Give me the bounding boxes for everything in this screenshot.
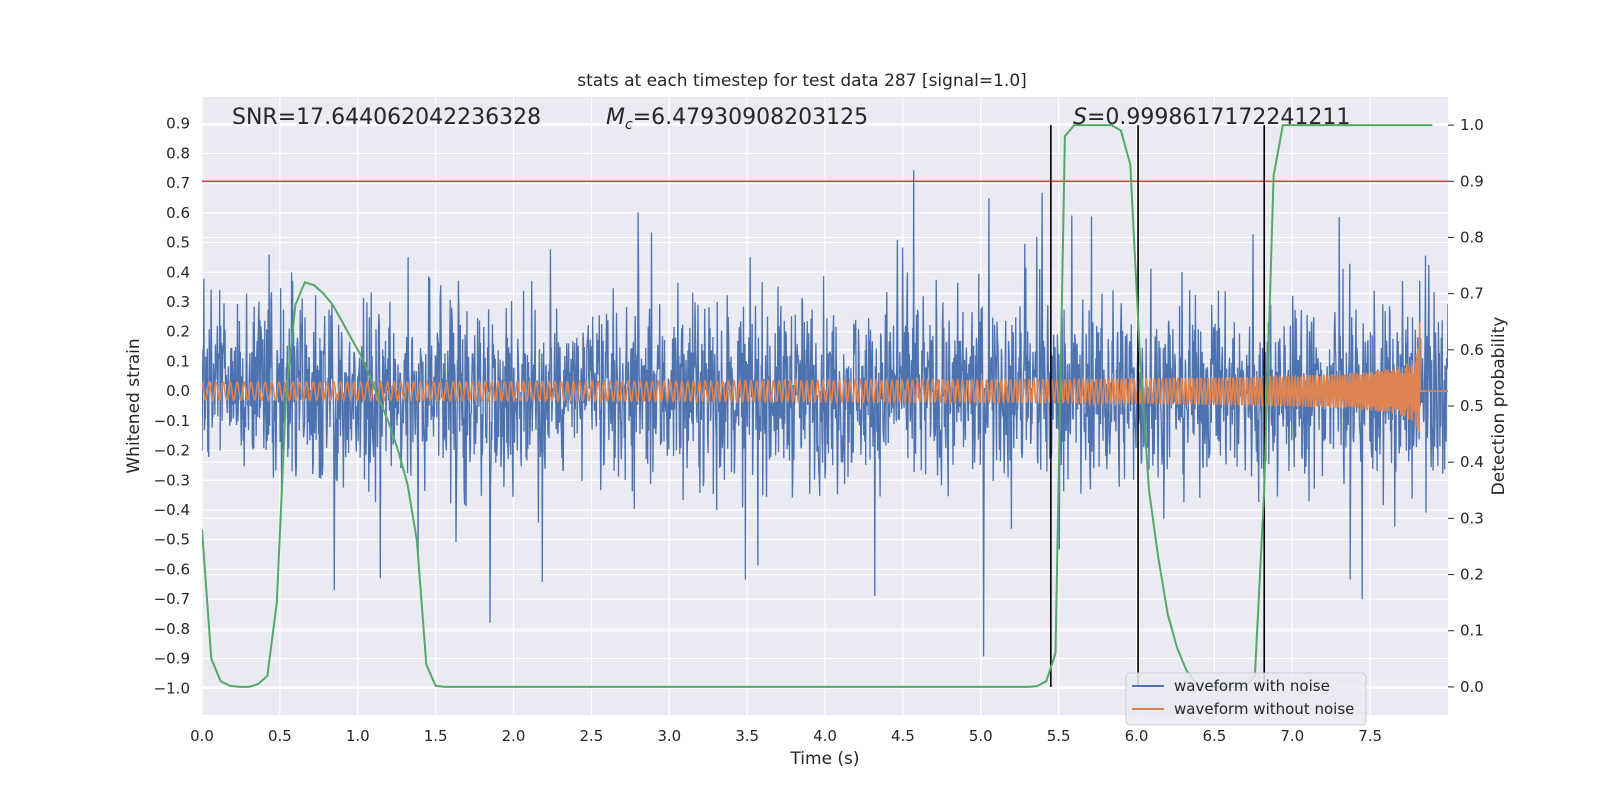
x-tick-label: 2.0 (502, 727, 526, 745)
x-tick-label: 0.0 (190, 727, 214, 745)
x-tick-label: 3.0 (657, 727, 681, 745)
right-tick-label: 0.1 (1460, 622, 1484, 640)
chart-title: stats at each timestep for test data 287… (577, 71, 1027, 91)
x-tick-label: 6.5 (1202, 727, 1226, 745)
right-tick-label: 0.9 (1460, 172, 1484, 190)
x-tick-label: 2.5 (579, 727, 603, 745)
y-tick-label: −0.2 (154, 442, 190, 460)
x-tick-label: 5.5 (1047, 727, 1071, 745)
y-tick-label: −0.5 (154, 531, 190, 549)
right-tick-label: 0.2 (1460, 566, 1484, 584)
y-tick-label: −0.4 (154, 501, 190, 519)
x-tick-label: 1.0 (346, 727, 370, 745)
y-tick-label: 0.6 (166, 204, 190, 222)
right-tick-label: 0.8 (1460, 228, 1484, 246)
y-tick-label: 0.1 (166, 352, 190, 370)
legend-entry-noise: waveform with noise (1174, 677, 1330, 695)
y-tick-label: −0.3 (154, 471, 190, 489)
chirp-mass-annotation: Mc=6.47930908203125 (606, 105, 868, 133)
y-axis-label: Whitened strain (124, 338, 144, 473)
y-tick-label: −0.8 (154, 620, 190, 638)
x-axis-label: Time (s) (789, 749, 859, 769)
y-tick-label: −0.7 (154, 590, 190, 608)
x-tick-label: 0.5 (268, 727, 292, 745)
y-tick-label: 0.8 (166, 144, 190, 162)
chirp-mass-value: =6.47930908203125 (633, 105, 868, 130)
legend-entry-clean: waveform without noise (1174, 700, 1354, 718)
chirp-mass-subscript: c (625, 117, 633, 133)
s-annotation: S=0.9998617172241211 (1073, 105, 1350, 130)
s-symbol: S (1073, 105, 1087, 130)
right-tick-label: 0.4 (1460, 453, 1484, 471)
y-tick-label: −1.0 (154, 679, 190, 697)
right-axis-label: Detection probability (1489, 317, 1509, 496)
s-value: =0.9998617172241211 (1087, 105, 1350, 130)
y-tick-label: 0.9 (166, 115, 190, 133)
right-tick-label: 0.6 (1460, 341, 1484, 359)
x-tick-label: 4.0 (813, 727, 837, 745)
snr-annotation: SNR=17.644062042236328 (232, 105, 541, 130)
x-tick-label: 3.5 (735, 727, 759, 745)
y-tick-label: 0.7 (166, 174, 190, 192)
right-tick-label: 0.3 (1460, 509, 1484, 527)
y-tick-label: 0.0 (166, 382, 190, 400)
right-tick-label: 0.0 (1460, 678, 1484, 696)
y-tick-label: 0.5 (166, 234, 190, 252)
y-tick-label: −0.1 (154, 412, 190, 430)
chirp-mass-symbol: M (606, 105, 625, 130)
right-tick-label: 1.0 (1460, 116, 1484, 134)
waveform-without-noise-line (202, 321, 1448, 432)
y-tick-label: −0.9 (154, 650, 190, 668)
y-tick-label: −0.6 (154, 560, 190, 578)
x-axis-ticks: 0.0 0.5 1.0 1.5 2.0 2.5 3.0 3.5 4.0 4.5 5.0 5.5 6.0 6… (190, 727, 1382, 745)
right-axis-ticks: 1.0 0.9 0.8 0.7 0.6 0.5 0.4 0.3 0.2 0.1 0.0 (1448, 116, 1484, 696)
x-tick-label: 4.5 (891, 727, 915, 745)
right-tick-label: 0.5 (1460, 397, 1484, 415)
legend: waveform with noise waveform without noi… (1125, 672, 1367, 726)
x-tick-label: 7.0 (1280, 727, 1304, 745)
right-tick-label: 0.7 (1460, 285, 1484, 303)
y-tick-label: 0.4 (166, 263, 190, 281)
y-tick-label: 0.2 (166, 323, 190, 341)
x-tick-label: 7.5 (1358, 727, 1382, 745)
y-tick-label: 0.3 (166, 293, 190, 311)
x-tick-label: 6.0 (1125, 727, 1149, 745)
x-tick-label: 1.5 (424, 727, 448, 745)
x-tick-label: 5.0 (969, 727, 993, 745)
y-axis-ticks: 0.9 0.8 0.7 0.6 0.5 0.4 0.3 0.2 0.1 0.0 −0.1 −0.2 −0… (154, 115, 190, 698)
